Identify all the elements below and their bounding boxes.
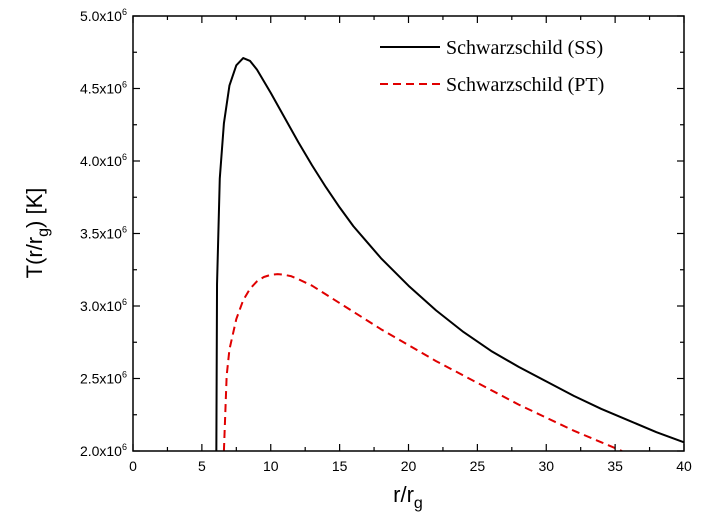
legend-label-pt: Schwarzschild (PT) [446,74,604,96]
y-tick-labels: 2.0x106 2.5x106 3.0x106 3.5x106 4.0x106 4.5x1… [80,7,127,459]
y-tick-label: 2.0x106 [80,442,127,459]
y-tick-label: 3.0x106 [80,297,127,314]
x-tick-label: 40 [676,458,692,474]
y-tick-label: 2.5x106 [80,370,127,387]
x-tick-label: 35 [607,458,623,474]
x-tick-label: 0 [129,458,137,474]
x-tick-labels: 0 5 10 15 20 25 30 35 40 [129,458,692,474]
x-axis-title: r/rg [393,482,423,512]
y-tick-label: 5.0x106 [80,7,127,24]
y-tick-label: 4.5x106 [80,80,127,97]
legend-label-ss: Schwarzschild (SS) [446,37,603,59]
series-layer [215,57,684,451]
y-axis-title: T(r/rg) [K] [22,188,52,279]
x-tick-label: 15 [332,458,348,474]
legend: Schwarzschild (SS) Schwarzschild (PT) [380,37,604,96]
y-tick-label: 4.0x106 [80,152,127,169]
tick-layer [132,15,685,452]
series-line-pt [222,273,623,451]
x-tick-label: 5 [198,458,206,474]
series-line-ss [215,57,684,451]
x-tick-label: 30 [538,458,554,474]
x-tick-label: 25 [470,458,486,474]
x-tick-label: 20 [401,458,417,474]
x-tick-label: 10 [263,458,279,474]
y-tick-label: 3.5x106 [80,225,127,242]
